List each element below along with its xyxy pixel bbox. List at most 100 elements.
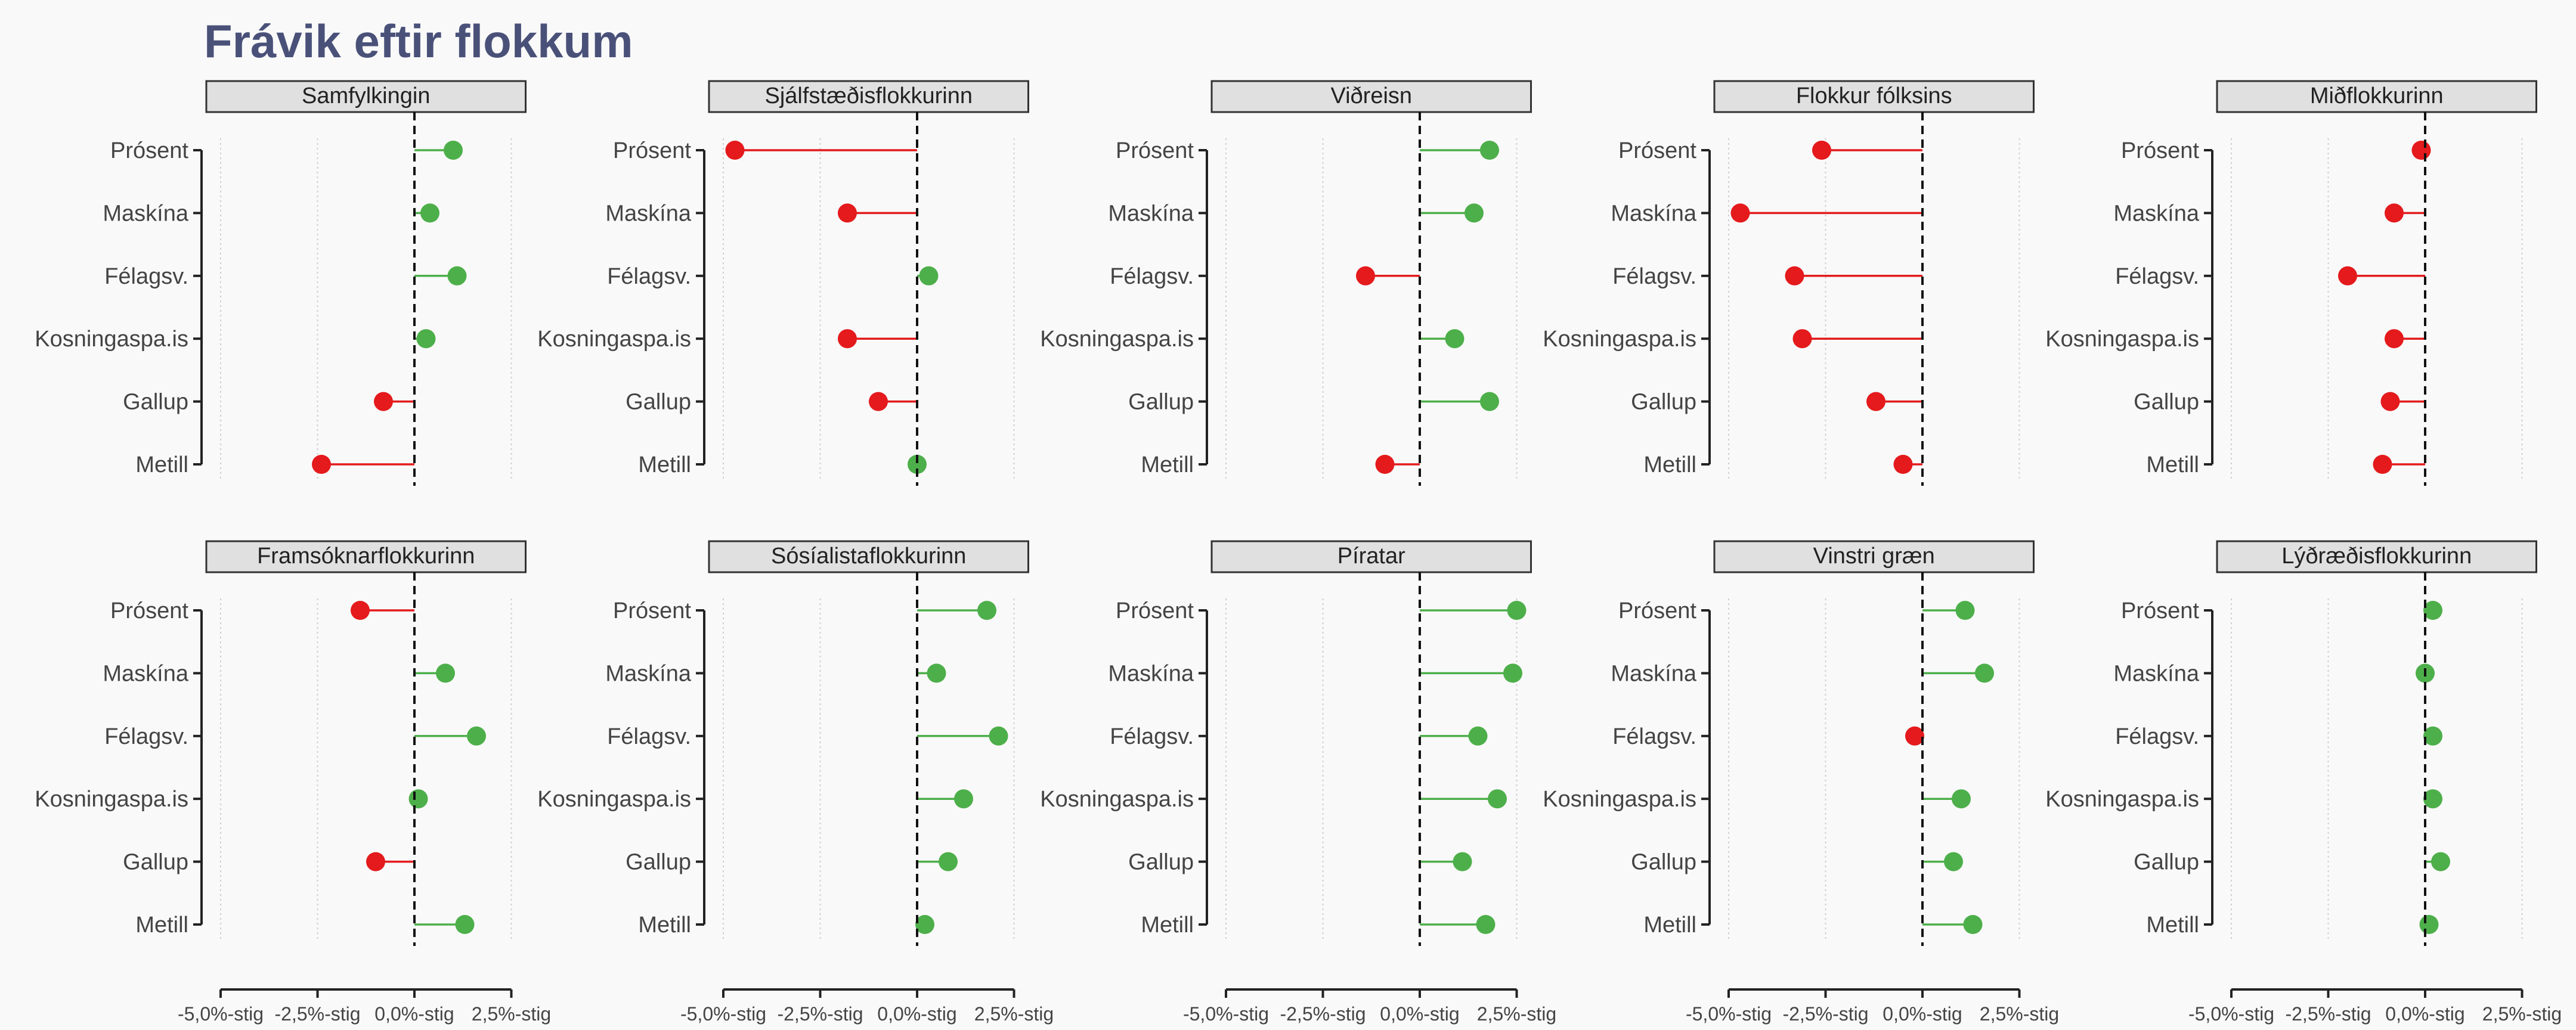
panel-10: Lýðræðisflokkurinn Prósent Maskína Félagsv.… xyxy=(2045,540,2562,1025)
deviation-point xyxy=(2423,789,2442,809)
x-tick-label: -5,0%-stig xyxy=(1183,1003,1269,1025)
deviation-point xyxy=(416,329,436,349)
pollster-label: Gallup xyxy=(1128,850,1194,875)
deviation-point xyxy=(1792,329,1812,349)
x-tick-label: -5,0%-stig xyxy=(2188,1003,2274,1025)
deviation-point xyxy=(420,203,439,223)
pollster-label: Félagsv. xyxy=(1612,264,1696,289)
pollster-label: Gallup xyxy=(123,850,188,875)
pollster-label: Prósent xyxy=(2121,598,2199,623)
deviation-point xyxy=(989,726,1008,746)
panel-strip xyxy=(708,540,1029,573)
panel-title: Flokkur fólksins xyxy=(1796,83,1952,108)
deviation-point xyxy=(915,915,934,934)
panel-strip xyxy=(1713,80,2035,113)
x-tick-label: 2,5%-stig xyxy=(974,1003,1054,1025)
deviation-point xyxy=(1812,141,1831,160)
deviation-point xyxy=(2385,329,2404,349)
panel-5: Miðflokkurinn Prósent Maskína Félagsv. Kosni… xyxy=(2045,80,2537,486)
deviation-point xyxy=(838,203,857,223)
deviation-point xyxy=(455,915,475,934)
panel-4: Flokkur fólksins Prósent Maskína Félagsv. Ko… xyxy=(1543,80,2035,486)
pollster-label: Metill xyxy=(1643,452,1696,477)
pollster-label: Metill xyxy=(1643,913,1696,938)
deviation-point xyxy=(1955,601,1975,620)
pollster-label: Metill xyxy=(2146,913,2199,938)
x-tick-label: 2,5%-stig xyxy=(472,1003,551,1025)
panel-strip xyxy=(1713,540,2035,573)
pollster-label: Maskína xyxy=(1108,661,1194,686)
pollster-label: Metill xyxy=(638,913,691,938)
deviation-point xyxy=(444,141,463,160)
pollster-label: Kosningaspa.is xyxy=(1040,327,1194,352)
panel-strip xyxy=(1210,80,1532,113)
x-tick-label: 2,5%-stig xyxy=(2482,1003,2562,1025)
deviation-point xyxy=(869,392,888,411)
pollster-label: Prósent xyxy=(1116,138,1194,163)
deviation-point xyxy=(977,601,996,620)
panel-strip xyxy=(205,540,527,573)
deviation-point xyxy=(1893,455,1913,474)
pollster-label: Prósent xyxy=(1618,598,1696,623)
panel-title: Vinstri græn xyxy=(1813,544,1935,569)
deviation-point xyxy=(927,663,946,683)
deviation-point xyxy=(1480,392,1499,411)
pollster-label: Gallup xyxy=(2134,850,2199,875)
panel-9: Vinstri græn Prósent Maskína Félagsv. Kosnin… xyxy=(1543,540,2059,1025)
pollster-label: Félagsv. xyxy=(1110,264,1194,289)
deviation-point xyxy=(447,266,467,286)
panel-1: Samfylkingin Prósent Maskína Félagsv. Kosnin… xyxy=(35,80,527,486)
x-tick-label: 0,0%-stig xyxy=(1380,1003,1459,1025)
pollster-label: Gallup xyxy=(1631,390,1696,415)
pollster-label: Gallup xyxy=(1631,850,1696,875)
deviation-point xyxy=(408,789,428,809)
pollster-label: Metill xyxy=(638,452,691,477)
x-tick-label: 2,5%-stig xyxy=(1980,1003,2059,1025)
panel-6: Framsóknarflokkurinn Prósent Maskína Félags… xyxy=(35,540,551,1025)
pollster-label: Gallup xyxy=(626,850,691,875)
pollster-label: Metill xyxy=(1141,452,1194,477)
deviation-point xyxy=(1952,789,1971,809)
deviation-point xyxy=(1480,141,1499,160)
pollster-label: Kosningaspa.is xyxy=(35,787,188,812)
deviation-point xyxy=(1445,329,1465,349)
pollster-label: Prósent xyxy=(2121,138,2199,163)
deviation-point xyxy=(1905,726,1924,746)
panel-title: Sósíalistaflokkurinn xyxy=(771,544,966,569)
x-tick-label: 0,0%-stig xyxy=(374,1003,454,1025)
deviation-point xyxy=(2385,203,2404,223)
x-tick-label: -2,5%-stig xyxy=(1280,1003,1366,1025)
panel-strip xyxy=(708,80,1029,113)
pollster-label: Félagsv. xyxy=(1612,724,1696,749)
panel-title: Framsóknarflokkurinn xyxy=(257,544,475,569)
pollster-label: Maskína xyxy=(103,201,188,226)
pollster-label: Kosningaspa.is xyxy=(35,327,188,352)
pollster-label: Metill xyxy=(2146,452,2199,477)
panel-3: Viðreisn Prósent Maskína Félagsv. Kosningasp… xyxy=(1040,80,1532,486)
pollster-label: Félagsv. xyxy=(2115,724,2199,749)
chart-title: Frávik eftir flokkum xyxy=(204,15,633,67)
deviation-point xyxy=(351,601,370,620)
deviation-point xyxy=(1465,203,1484,223)
panel-title: Viðreisn xyxy=(1330,83,1412,108)
x-tick-label: -5,0%-stig xyxy=(178,1003,264,1025)
pollster-label: Félagsv. xyxy=(1110,724,1194,749)
deviation-point xyxy=(366,852,385,871)
pollster-label: Gallup xyxy=(626,390,691,415)
pollster-label: Metill xyxy=(135,913,188,938)
x-tick-label: -2,5%-stig xyxy=(2285,1003,2371,1025)
panel-title: Lýðræðisflokkurinn xyxy=(2281,544,2472,569)
pollster-label: Maskína xyxy=(1611,661,1696,686)
deviation-point xyxy=(1507,601,1527,620)
panel-strip xyxy=(2216,80,2537,113)
pollster-label: Maskína xyxy=(605,661,691,686)
x-tick-label: -2,5%-stig xyxy=(274,1003,360,1025)
deviation-point xyxy=(1866,392,1885,411)
deviation-point xyxy=(1476,915,1496,934)
panel-strip xyxy=(1210,540,1532,573)
deviation-point xyxy=(2423,601,2442,620)
deviation-point xyxy=(2431,852,2450,871)
x-tick-label: -2,5%-stig xyxy=(1782,1003,1868,1025)
panel-7: Sósíalistaflokkurinn Prósent Maskína Félags… xyxy=(537,540,1054,1025)
